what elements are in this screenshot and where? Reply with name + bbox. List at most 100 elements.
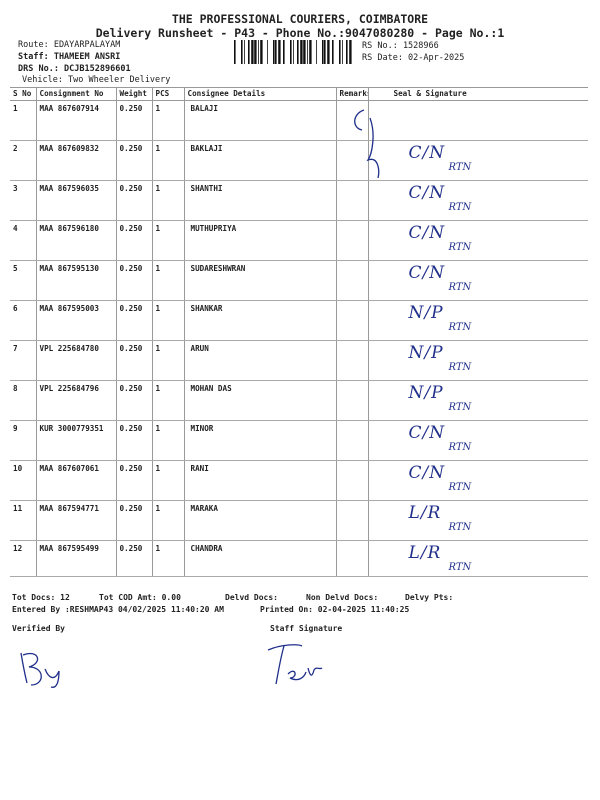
pcs: 1 bbox=[151, 380, 184, 421]
barcode-bar bbox=[255, 40, 257, 64]
barcode-bar bbox=[328, 40, 330, 64]
handwritten-status: C/N bbox=[408, 463, 446, 483]
remarks-cell bbox=[335, 420, 368, 461]
s-no: 2 bbox=[10, 140, 36, 181]
s-no: 6 bbox=[10, 300, 36, 341]
handwritten-status: N/P bbox=[408, 383, 444, 403]
pcs: 1 bbox=[151, 340, 184, 381]
consignment-no: KUR 3000779351 bbox=[35, 420, 116, 461]
barcode-bar bbox=[300, 40, 301, 64]
seal-signature-cell: N/P RTN bbox=[367, 300, 588, 341]
s-no: 5 bbox=[10, 260, 36, 301]
weight: 0.250 bbox=[115, 260, 152, 301]
seal-signature-cell: C/N RTN bbox=[367, 420, 588, 461]
handwritten-status: N/P bbox=[408, 303, 444, 323]
handwritten-rtn: RTN bbox=[448, 442, 472, 453]
handwritten-rtn: RTN bbox=[448, 202, 472, 213]
vehicle: Vehicle: Two Wheeler Delivery bbox=[22, 75, 171, 85]
table-row: 12 MAA 867595499 0.250 1 CHANDRA L/R RTN bbox=[10, 540, 588, 577]
handwritten-status: C/N bbox=[408, 423, 446, 443]
s-no: 8 bbox=[10, 380, 36, 421]
consignee-name: ARUN bbox=[183, 340, 336, 381]
weight: 0.250 bbox=[115, 180, 152, 221]
barcode-bar bbox=[279, 40, 281, 64]
verified-by-label: Verified By bbox=[12, 624, 65, 633]
col-weight: Weight bbox=[115, 87, 152, 101]
barcode-bar bbox=[304, 40, 306, 64]
s-no: 11 bbox=[10, 500, 36, 541]
seal-signature-cell: L/R RTN bbox=[367, 500, 588, 541]
table-row: 10 MAA 867607061 0.250 1 RANI C/N RTN bbox=[10, 460, 588, 501]
consignee-name: MINOR bbox=[183, 420, 336, 461]
barcode bbox=[234, 40, 352, 64]
consignment-no: MAA 867607914 bbox=[35, 100, 116, 141]
barcode-bar bbox=[297, 40, 299, 64]
pcs: 1 bbox=[151, 260, 184, 301]
s-no: 4 bbox=[10, 220, 36, 261]
staff: Staff: THAMEEM ANSRI bbox=[18, 52, 121, 62]
consignment-no: VPL 225684780 bbox=[35, 340, 116, 381]
col-remarks: Remarks bbox=[335, 87, 368, 101]
weight: 0.250 bbox=[115, 500, 152, 541]
weight: 0.250 bbox=[115, 220, 152, 261]
barcode-bar bbox=[241, 40, 243, 64]
weight: 0.250 bbox=[115, 540, 152, 577]
barcode-bar bbox=[303, 40, 304, 64]
remarks-cell bbox=[335, 260, 368, 301]
consignment-no: MAA 867594771 bbox=[35, 500, 116, 541]
seal-signature-cell: C/N RTN bbox=[367, 220, 588, 261]
delvd-docs: Delvd Docs: bbox=[225, 593, 278, 602]
barcode-bar bbox=[322, 40, 324, 64]
rs-date: RS Date: 02-Apr-2025 bbox=[362, 53, 465, 63]
barcode-bar bbox=[283, 40, 285, 64]
table-row: 11 MAA 867594771 0.250 1 MARAKA L/R RTN bbox=[10, 500, 588, 541]
barcode-bar bbox=[301, 40, 303, 64]
remarks-cell bbox=[335, 380, 368, 421]
staff-signature-label: Staff Signature bbox=[270, 624, 343, 633]
tot-docs: Tot Docs: 12 bbox=[12, 593, 70, 602]
consignee-name: SHANKAR bbox=[183, 300, 336, 341]
pcs: 1 bbox=[151, 100, 184, 141]
barcode-bar bbox=[309, 40, 310, 64]
consignee-name: BAKLAJI bbox=[183, 140, 336, 181]
col-consignment: Consignment No bbox=[35, 87, 116, 101]
consignee-name: BALAJI bbox=[183, 100, 336, 141]
handwritten-rtn: RTN bbox=[448, 562, 472, 573]
seal-signature-cell: N/P RTN bbox=[367, 380, 588, 421]
remarks-cell bbox=[335, 460, 368, 501]
weight: 0.250 bbox=[115, 460, 152, 501]
remarks-cell bbox=[335, 540, 368, 577]
staff-signature bbox=[267, 644, 323, 685]
barcode-bar bbox=[244, 40, 245, 64]
handwritten-rtn: RTN bbox=[448, 482, 472, 493]
handwritten-rtn: RTN bbox=[448, 322, 472, 333]
delvy-pts: Delvy Pts: bbox=[405, 593, 454, 602]
barcode-bar bbox=[324, 40, 326, 64]
table-row: 1 MAA 867607914 0.250 1 BALAJI bbox=[10, 100, 588, 141]
consignee-name: MOHAN DAS bbox=[183, 380, 336, 421]
pcs: 1 bbox=[151, 500, 184, 541]
barcode-bar bbox=[251, 40, 252, 64]
consignment-no: MAA 867607061 bbox=[35, 460, 116, 501]
consignment-no: MAA 867595499 bbox=[35, 540, 116, 577]
seal-signature-cell: C/N RTN bbox=[367, 180, 588, 221]
barcode-bar bbox=[310, 40, 312, 64]
non-delvd-docs: Non Delvd Docs: bbox=[306, 593, 379, 602]
barcode-bar bbox=[327, 40, 328, 64]
barcode-bar bbox=[332, 40, 334, 64]
s-no: 3 bbox=[10, 180, 36, 221]
seal-signature-cell: L/R RTN bbox=[367, 540, 588, 577]
pcs: 1 bbox=[151, 180, 184, 221]
barcode-bar bbox=[350, 40, 352, 64]
handwritten-status: L/R bbox=[408, 543, 442, 563]
handwritten-status: C/N bbox=[408, 223, 446, 243]
handwritten-rtn: RTN bbox=[448, 282, 472, 293]
barcode-bar bbox=[234, 40, 236, 64]
barcode-bar bbox=[252, 40, 254, 64]
col-consignee: Consignee Details bbox=[183, 87, 336, 101]
pcs: 1 bbox=[151, 140, 184, 181]
handwritten-status: C/N bbox=[408, 183, 446, 203]
barcode-bar bbox=[278, 40, 279, 64]
seal-signature-cell: C/N RTN bbox=[367, 140, 588, 181]
consignment-no: MAA 867595130 bbox=[35, 260, 116, 301]
